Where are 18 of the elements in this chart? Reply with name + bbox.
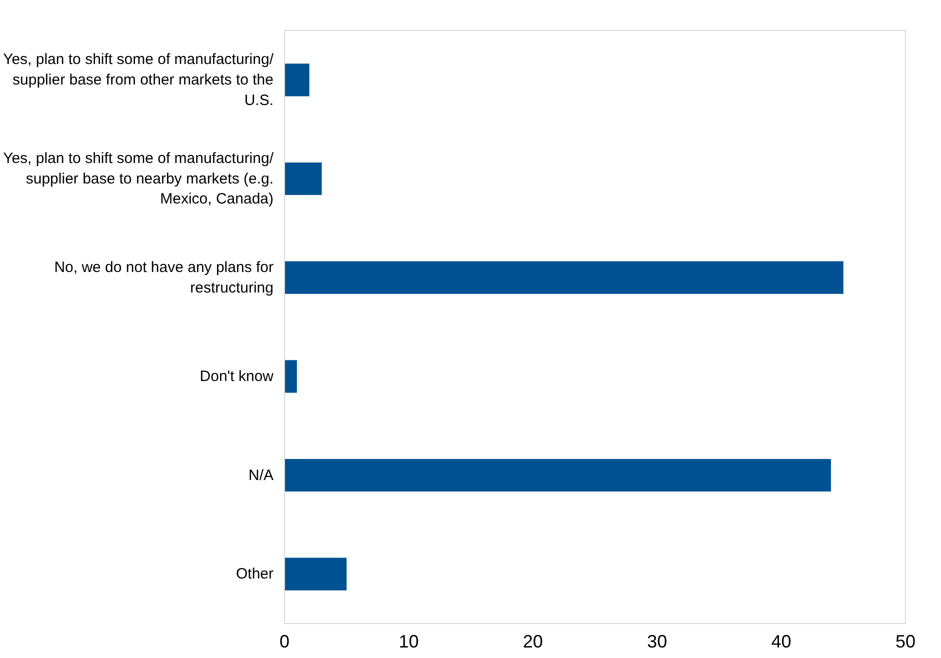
y-tick-label: Don't know xyxy=(200,368,274,385)
bar xyxy=(284,162,322,196)
y-tick-label: N/A xyxy=(248,466,274,484)
x-tick-label: 30 xyxy=(647,632,668,652)
y-tick-label: Yes, plan to shift some of manufacturing/ supplier base from other markets to the U.S. xyxy=(3,51,274,109)
x-tick-label: 20 xyxy=(522,632,543,652)
bar xyxy=(284,360,297,393)
x-tick-label: 50 xyxy=(895,632,916,652)
x-tick-label: 40 xyxy=(771,632,792,652)
bar xyxy=(284,64,310,96)
y-tick-label: Other xyxy=(236,566,274,583)
y-tick-label: Yes, plan to shift some of manufacturing/ supplier base to nearby markets (e.g. Mexico, Canada) xyxy=(3,150,274,208)
bar xyxy=(284,458,831,492)
x-tick-label: 10 xyxy=(398,632,419,652)
bar xyxy=(284,261,844,294)
bar xyxy=(284,558,347,590)
x-tick-label: 0 xyxy=(279,632,290,652)
y-tick-label: No, we do not have any plans for restructuring xyxy=(54,258,274,296)
